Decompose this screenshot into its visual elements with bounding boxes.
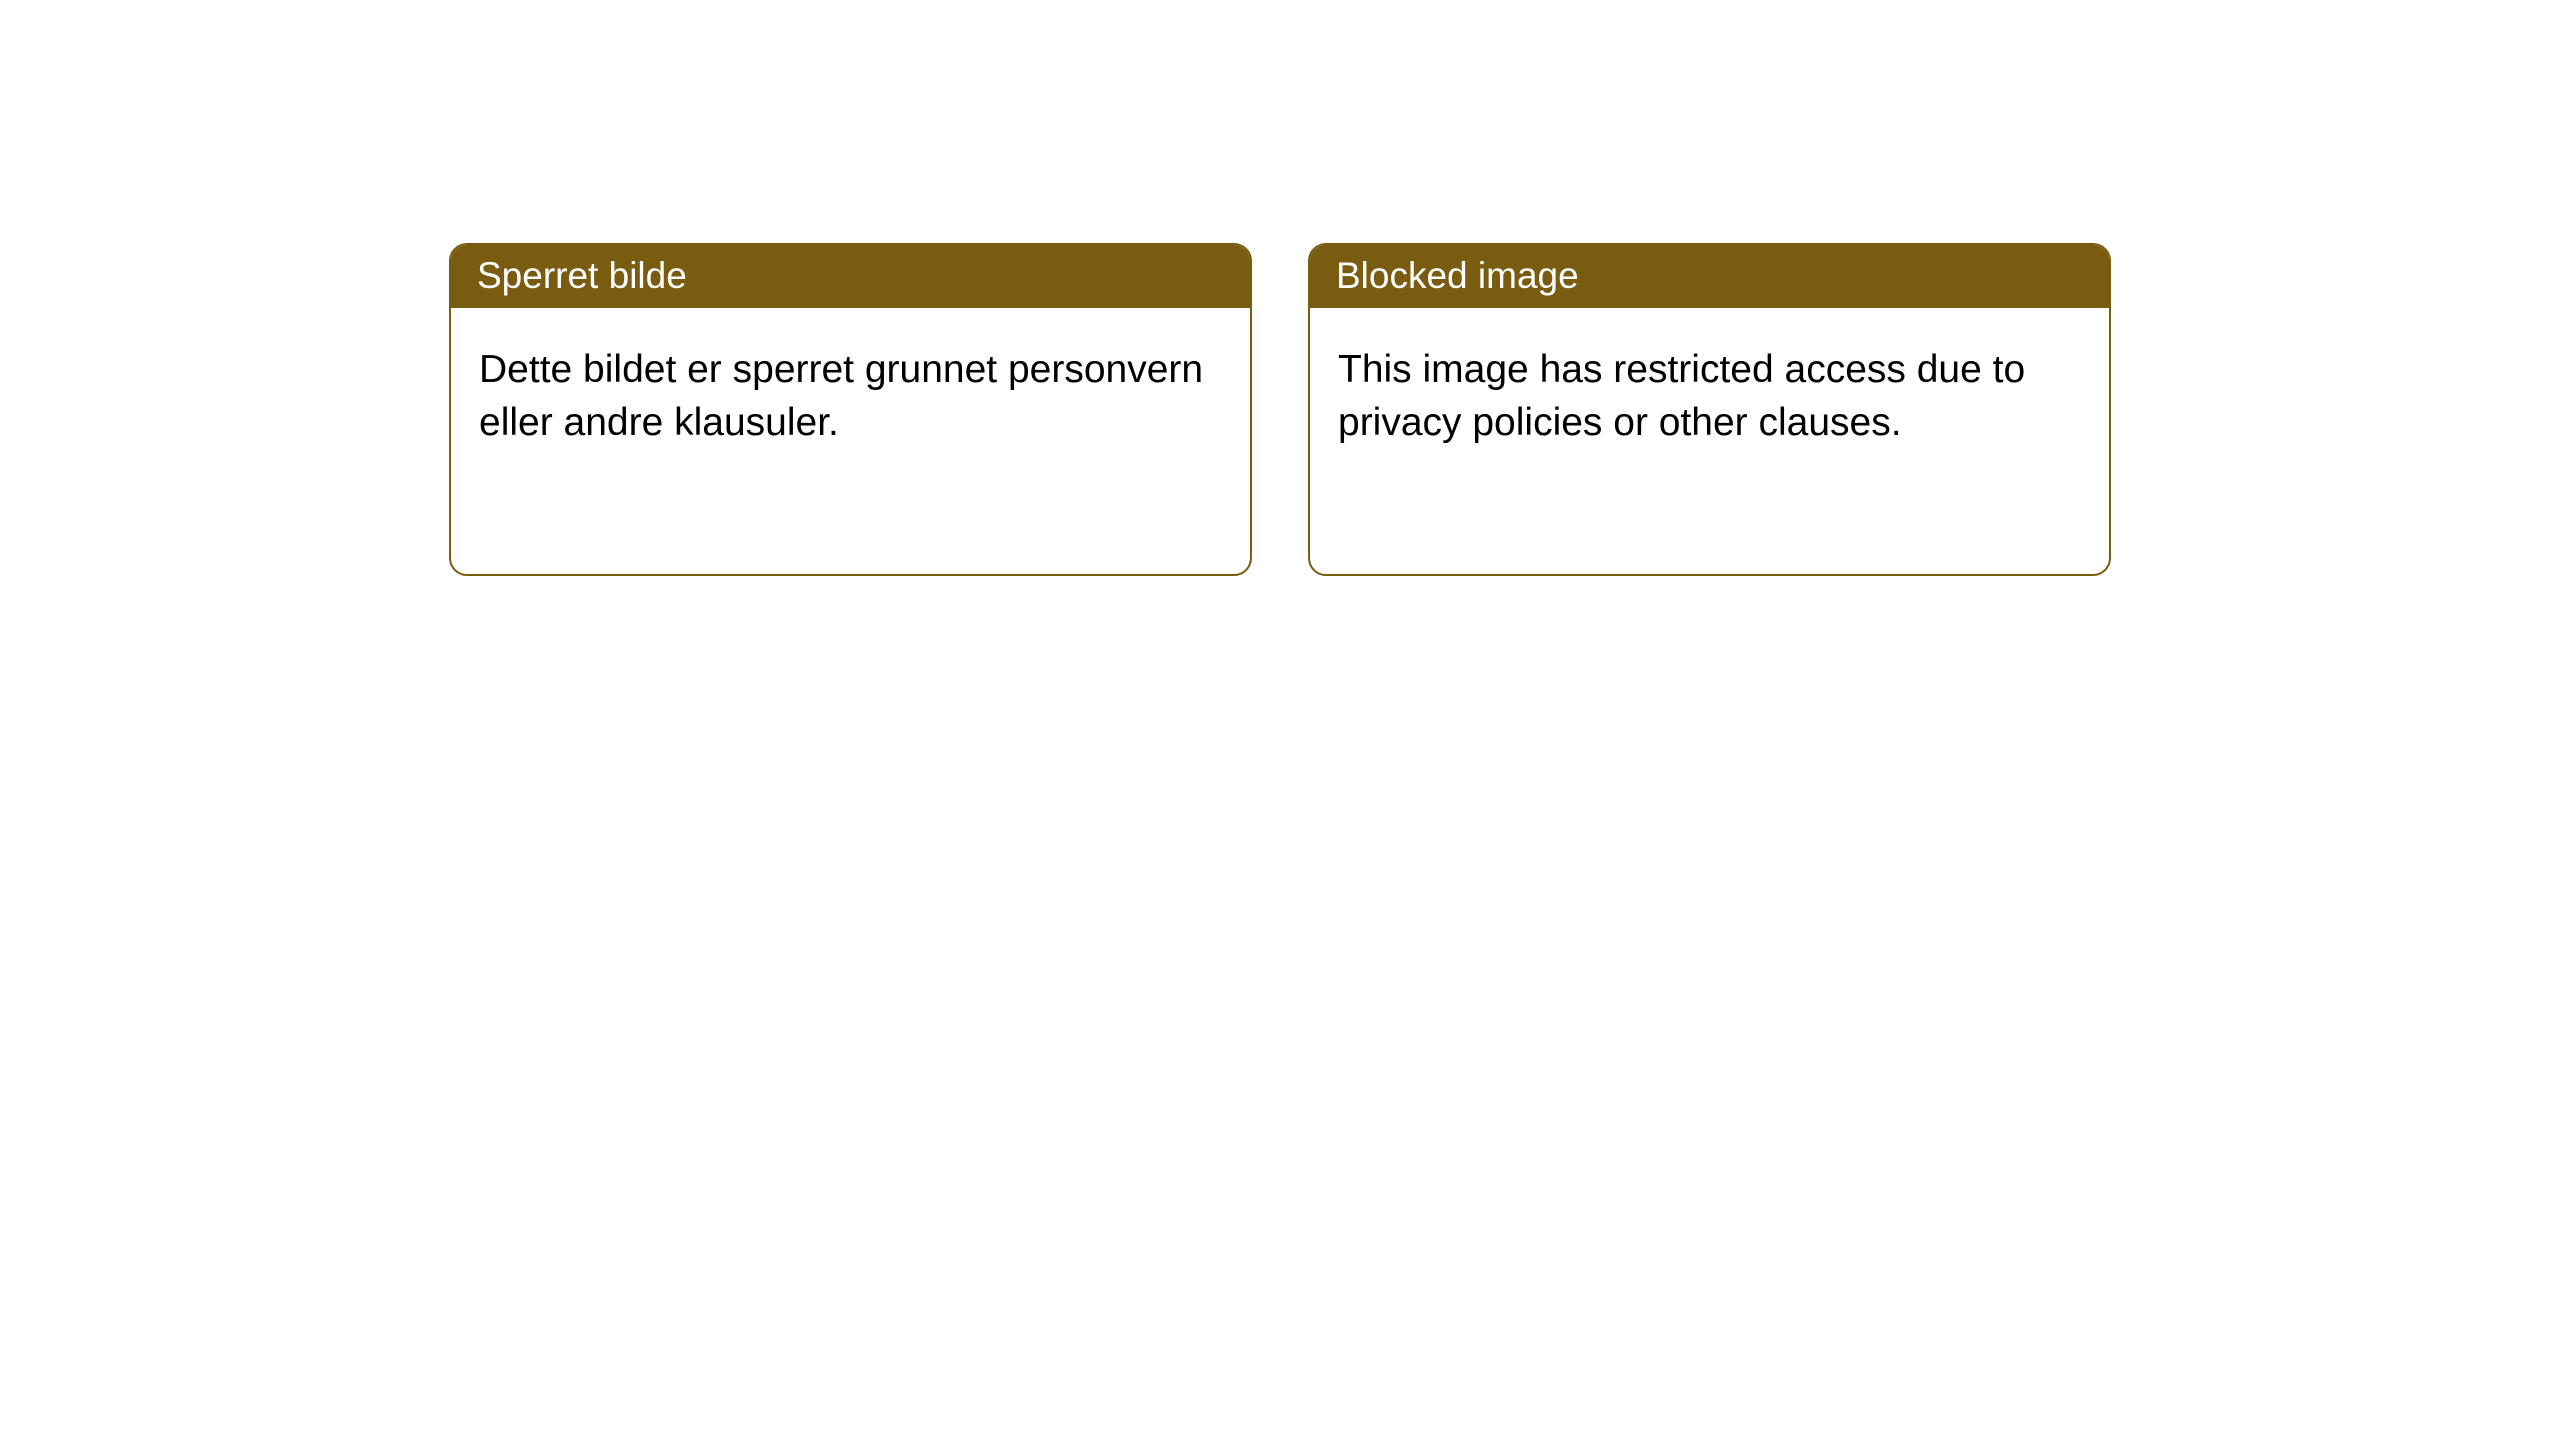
notice-card-title: Sperret bilde (477, 255, 687, 296)
notice-card-body: Dette bildet er sperret grunnet personve… (451, 308, 1250, 477)
notice-card-header: Sperret bilde (451, 245, 1250, 308)
notice-card-body: This image has restricted access due to … (1310, 308, 2109, 477)
notice-card-title: Blocked image (1336, 255, 1579, 296)
notice-card-message: This image has restricted access due to … (1338, 348, 2025, 444)
notice-cards-container: Sperret bilde Dette bildet er sperret gr… (0, 0, 2560, 576)
notice-card-norwegian: Sperret bilde Dette bildet er sperret gr… (449, 243, 1252, 576)
notice-card-message: Dette bildet er sperret grunnet personve… (479, 348, 1203, 444)
notice-card-header: Blocked image (1310, 245, 2109, 308)
notice-card-english: Blocked image This image has restricted … (1308, 243, 2111, 576)
